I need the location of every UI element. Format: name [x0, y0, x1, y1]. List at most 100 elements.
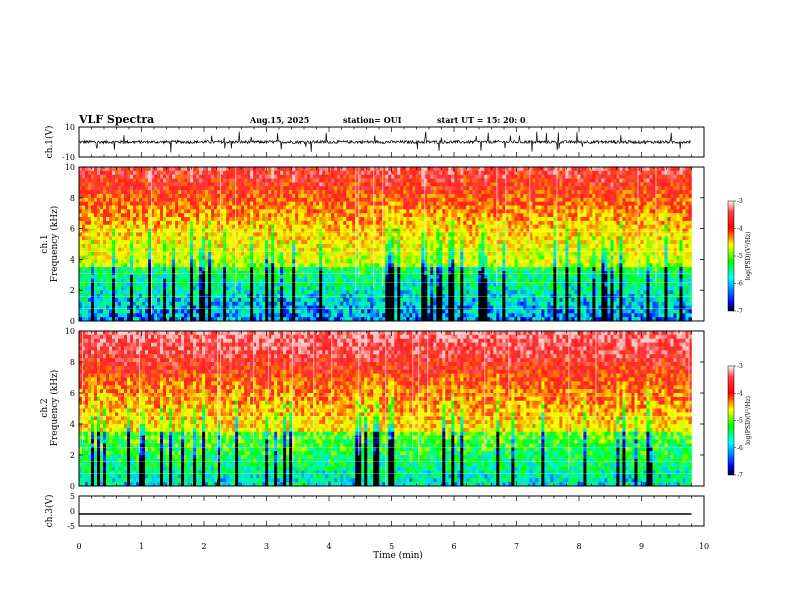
- spectrogram-cell: [349, 224, 353, 229]
- spectrogram-cell: [124, 193, 128, 199]
- spectrogram-cell: [295, 263, 299, 268]
- spectrogram-cell: [400, 255, 404, 260]
- spectrogram-cell: [235, 240, 239, 245]
- spectrogram-cell: [361, 297, 365, 303]
- spectrogram-cell: [217, 213, 221, 218]
- spectrogram-cell: [103, 228, 107, 233]
- spectrogram-cell: [424, 244, 428, 249]
- spectrogram-cell: [115, 193, 119, 199]
- spectrogram-cell: [316, 174, 320, 179]
- spectrogram-cell: [328, 170, 332, 175]
- spectrogram-cell: [133, 240, 137, 245]
- spectrogram-cell: [256, 228, 260, 233]
- spectrogram-cell: [172, 190, 176, 195]
- spectrogram-cell: [241, 317, 245, 322]
- spectrogram-cell: [142, 186, 146, 191]
- spectrogram-cell: [262, 170, 266, 175]
- spectrogram-cell: [241, 251, 245, 256]
- spectrogram-cell: [163, 193, 167, 199]
- spectrogram-cell: [439, 178, 443, 183]
- spectrogram-cell: [196, 186, 200, 191]
- spectrogram-cell: [85, 259, 89, 264]
- spectrogram-cell: [229, 220, 233, 226]
- spectrogram-cell: [115, 209, 119, 214]
- spectrogram-cell: [136, 278, 140, 283]
- spectrogram-cell: [127, 186, 131, 191]
- spectrogram-cell: [364, 286, 368, 291]
- spectrogram-cell: [172, 220, 176, 226]
- spectrogram-cell: [109, 170, 113, 175]
- spectrogram-cell: [181, 259, 185, 264]
- spectrogram-cell: [181, 213, 185, 218]
- spectrogram-cell: [187, 286, 191, 291]
- spectrogram-cell: [178, 167, 182, 172]
- spectrogram-cell: [106, 244, 110, 249]
- spectrogram-cell: [169, 263, 173, 268]
- spectrogram-cell: [421, 220, 425, 226]
- spectrogram-cell: [298, 186, 302, 191]
- spectrogram-cell: [307, 290, 311, 295]
- spectrogram-cell: [157, 240, 161, 245]
- spectrogram-cell: [175, 190, 179, 195]
- spectrogram-cell: [346, 217, 350, 222]
- spectrogram-cell: [112, 305, 116, 310]
- spectrogram-cell: [235, 278, 239, 283]
- spectrogram-cell: [136, 167, 140, 172]
- spectrogram-cell: [376, 278, 380, 283]
- spectrogram-cell: [421, 317, 425, 322]
- spectrogram-cell: [376, 197, 380, 202]
- spectrogram-cell: [337, 224, 341, 229]
- spectrogram-cell: [310, 167, 314, 172]
- spectrogram-cell: [283, 267, 287, 272]
- spectrogram-cell: [100, 186, 104, 191]
- spectrogram-cell: [379, 251, 383, 256]
- spectrogram-cell: [394, 217, 398, 222]
- spectrogram-cell: [406, 263, 410, 268]
- spectrogram-cell: [241, 305, 245, 310]
- spectrogram-cell: [340, 286, 344, 291]
- spectrogram-cell: [241, 286, 245, 291]
- spectrogram-cell: [442, 274, 446, 279]
- spectrogram-cell: [190, 301, 194, 306]
- spectrogram-cell: [262, 167, 266, 172]
- spectrogram-cell: [427, 305, 431, 310]
- spectrogram-cell: [436, 305, 440, 310]
- spectrogram-cell: [136, 255, 140, 260]
- spectrogram-cell: [382, 178, 386, 183]
- spectrogram-cell: [178, 182, 182, 187]
- spectrogram-cell: [229, 305, 233, 310]
- spectrogram-cell: [178, 170, 182, 175]
- spectrogram-cell: [256, 178, 260, 183]
- spectrogram-cell: [154, 167, 158, 172]
- spectrogram-cell: [139, 197, 143, 202]
- spectrogram-cell: [250, 290, 254, 295]
- spectrogram-cell: [112, 297, 116, 303]
- spectrogram-cell: [340, 174, 344, 179]
- spectrogram-cell: [406, 236, 410, 241]
- spectrogram-cell: [109, 244, 113, 249]
- spectrogram-cell: [238, 255, 242, 260]
- spectrogram-cell: [103, 174, 107, 179]
- spectrogram-cell: [238, 282, 242, 287]
- spectrogram-cell: [226, 278, 230, 283]
- spectrogram-cell: [274, 228, 278, 233]
- spectrogram-cell: [136, 274, 140, 279]
- spectrogram-cell: [430, 313, 434, 318]
- spectrogram-cell: [415, 182, 419, 187]
- spectrogram-cell: [334, 297, 338, 303]
- spectrogram-cell: [265, 251, 269, 256]
- spectrogram-cell: [118, 297, 122, 303]
- spectrogram-cell: [118, 263, 122, 268]
- spectrogram-cell: [238, 263, 242, 268]
- spectrogram-cell: [325, 274, 329, 279]
- spectrogram-cell: [196, 263, 200, 268]
- spectrogram-cell: [151, 240, 155, 245]
- spectrogram-cell: [178, 305, 182, 310]
- spectrogram-cell: [241, 197, 245, 202]
- spectrogram-cell: [79, 247, 83, 252]
- spectrogram-cell: [226, 174, 230, 179]
- spectrogram-cell: [409, 309, 413, 314]
- spectrogram-cell: [160, 213, 164, 218]
- spectrogram-cell: [229, 205, 233, 210]
- spectrogram-cell: [118, 301, 122, 306]
